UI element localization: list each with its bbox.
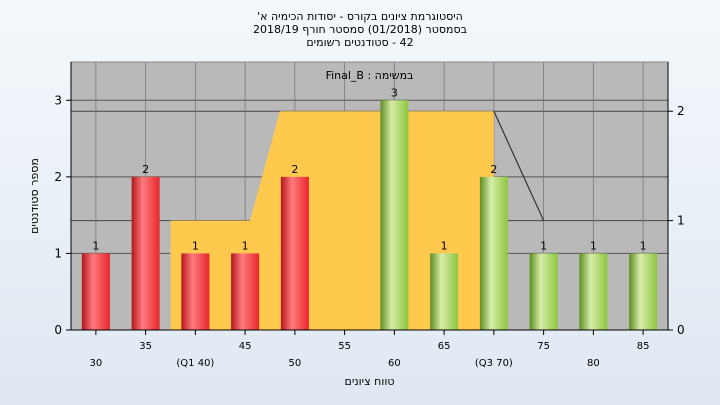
y2-tick-label: 2 [677, 104, 685, 118]
bar [479, 176, 508, 330]
bar [280, 176, 309, 330]
bar-value-label: 2 [490, 163, 497, 176]
y-axis-title: מספר סטודנטים [28, 158, 41, 234]
bar [529, 253, 558, 330]
x-tick-label: 80 [587, 358, 600, 369]
bar-value-label: 1 [640, 239, 647, 252]
line-segment [493, 110, 545, 221]
bar [380, 100, 409, 331]
bar-value-label: 2 [291, 163, 298, 176]
x-tick-label: (Q3 70) [475, 358, 513, 369]
bar-value-label: 1 [192, 239, 199, 252]
y-tick-label: 1 [54, 246, 62, 260]
bar [579, 253, 608, 330]
y-tick-label: 3 [54, 93, 62, 107]
bar [430, 253, 459, 330]
x-tick-label: 30 [90, 358, 103, 369]
bars [81, 100, 658, 331]
x-tick-label: 75 [537, 341, 550, 352]
bar-value-label: 1 [540, 239, 547, 252]
bar [131, 176, 160, 330]
bar-value-label: 1 [242, 239, 249, 252]
bar [231, 253, 260, 330]
bar [629, 253, 658, 330]
x-tick-label: 50 [289, 358, 302, 369]
bar-value-label: 1 [92, 239, 99, 252]
bar-value-label: 2 [142, 163, 149, 176]
x-tick-label: 60 [388, 358, 401, 369]
y-tick-label: 0 [54, 323, 62, 337]
y-tick-label: 2 [54, 170, 62, 184]
x-tick-label: (Q1 40) [176, 358, 214, 369]
trend-line [493, 110, 545, 221]
bar-value-label: 1 [590, 239, 597, 252]
bar-value-label: 1 [441, 239, 448, 252]
x-tick-label: 35 [139, 341, 152, 352]
task-label: במשימה : Final_B [326, 69, 414, 82]
chart-title-line-3: 42 - סטודנטים רשומים [306, 36, 414, 49]
chart-title-line-1: היסטוגרמת ציונים בקורס - יסודות הכימיה א… [257, 10, 463, 23]
x-axis-title: טווח ציונים [345, 375, 395, 388]
x-tick-label: 85 [637, 341, 650, 352]
y2-tick-label: 0 [677, 323, 685, 337]
bar-value-label: 3 [391, 86, 398, 99]
x-tick-label: 45 [239, 341, 252, 352]
x-tick-label: 65 [438, 341, 451, 352]
axes [66, 62, 673, 335]
x-tick-label: 55 [338, 341, 351, 352]
bar [181, 253, 210, 330]
chart-title-line-2: בסמסטר (01/2018) סמסטר חורף 2018/19 [253, 23, 467, 36]
bar [81, 253, 110, 330]
y2-tick-label: 1 [677, 214, 685, 228]
